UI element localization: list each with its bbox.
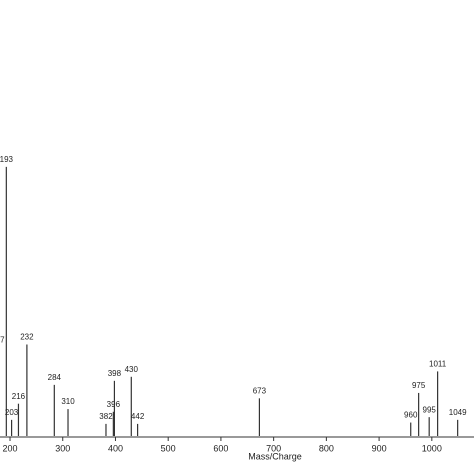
peak-label: 673 [253,386,267,395]
peak-label: 398 [108,369,122,378]
peak-label: 203 [5,408,19,417]
peak-label: 995 [423,405,437,414]
peak-label: 960 [404,411,418,420]
x-tick-label: 400 [108,443,123,453]
peak-label: 232 [20,333,34,342]
peak-label: 193 [0,155,14,164]
x-tick-label: 600 [213,443,228,453]
x-tick-label: 500 [161,443,176,453]
peak-label: 216 [12,392,26,401]
peak-label: 382 [99,412,113,421]
x-axis-label: Mass/Charge [248,451,302,461]
peak-label: 396 [107,400,121,409]
x-tick-label: 1000 [422,443,442,453]
peak-label: 284 [48,373,62,382]
x-tick-label: 200 [3,443,18,453]
peak-label: 177 [0,335,5,344]
x-tick-label: 300 [55,443,70,453]
peak-label: 442 [131,412,145,421]
peak-label: 310 [61,397,75,406]
x-tick-label: 700 [266,443,281,453]
x-tick-label: 900 [372,443,387,453]
peak-label: 1011 [429,360,447,369]
peak-label: 430 [125,365,139,374]
peak-label: 1049 [449,408,467,417]
x-tick-label: 800 [319,443,334,453]
peak-label: 975 [412,381,426,390]
